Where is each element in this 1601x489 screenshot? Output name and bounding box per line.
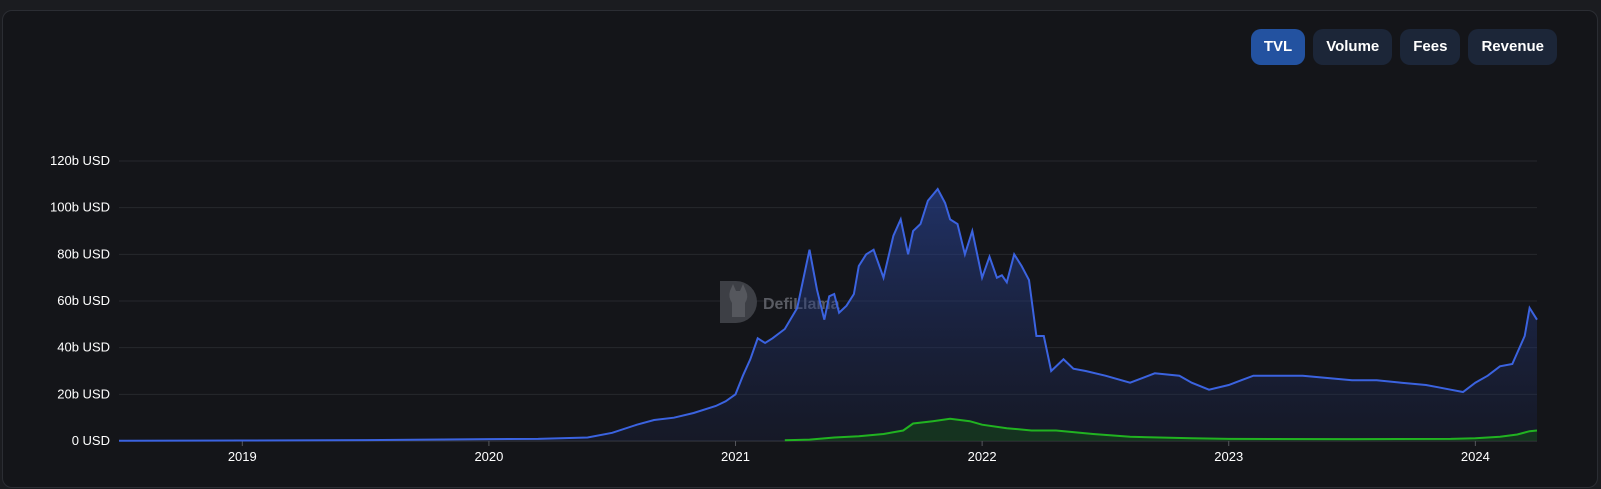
secondary-series-line: [784, 417, 1538, 442]
y-tick-label: 100b USD: [50, 200, 110, 215]
tab-revenue[interactable]: Revenue: [1468, 29, 1557, 65]
y-tick-label: 80b USD: [57, 246, 110, 261]
tab-tvl[interactable]: TVL: [1250, 29, 1306, 65]
y-tick-label: 20b USD: [57, 386, 110, 401]
x-tick-label: 2022: [968, 449, 997, 464]
x-tick-label: 2019: [228, 449, 257, 464]
chart-panel: TVL Volume Fees Revenue 0 USD 20b USD 40b …: [2, 10, 1598, 488]
y-axis: 0 USD 20b USD 40b USD 60b USD 80b USD 100b US…: [50, 153, 110, 448]
x-tick-label: 2020: [474, 449, 503, 464]
tvl-chart[interactable]: 0 USD 20b USD 40b USD 60b USD 80b USD 100b US…: [3, 11, 1598, 488]
tab-fees[interactable]: Fees: [1400, 29, 1461, 65]
y-tick-label: 0 USD: [72, 433, 110, 448]
x-tick-label: 2021: [721, 449, 750, 464]
tvl-series-line: [118, 187, 1538, 442]
metric-tabs: TVL Volume Fees Revenue: [1250, 29, 1557, 65]
x-tick-label: 2024: [1461, 449, 1490, 464]
y-tick-label: 60b USD: [57, 293, 110, 308]
y-tick-label: 120b USD: [50, 153, 110, 168]
tab-volume[interactable]: Volume: [1313, 29, 1393, 65]
secondary-area: [784, 418, 1537, 441]
x-tick-label: 2023: [1214, 449, 1243, 464]
y-tick-label: 40b USD: [57, 340, 110, 355]
x-axis: 2019 2020 2021 2022 2023 2024: [228, 441, 1490, 464]
llama-logo-icon: [720, 281, 757, 323]
tvl-area: [119, 189, 1537, 441]
